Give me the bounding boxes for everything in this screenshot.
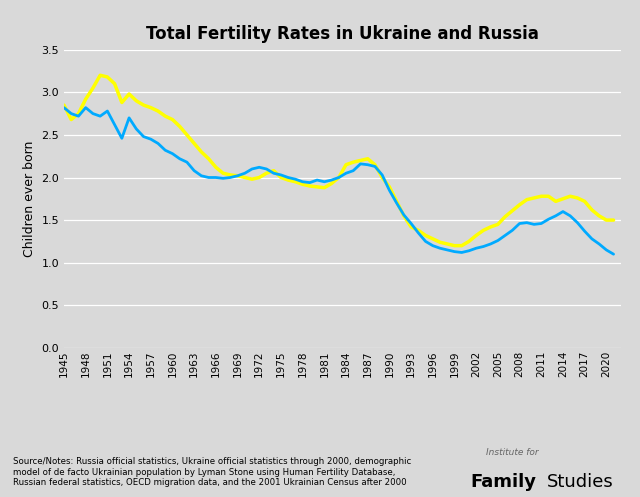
Text: Institute for: Institute for	[486, 448, 539, 457]
Text: Family: Family	[470, 473, 536, 491]
Text: Studies: Studies	[547, 473, 614, 491]
Title: Total Fertility Rates in Ukraine and Russia: Total Fertility Rates in Ukraine and Rus…	[146, 24, 539, 43]
Text: Source/Notes: Russia official statistics, Ukraine official statistics through 20: Source/Notes: Russia official statistics…	[13, 457, 411, 487]
Y-axis label: Children ever born: Children ever born	[23, 141, 36, 257]
